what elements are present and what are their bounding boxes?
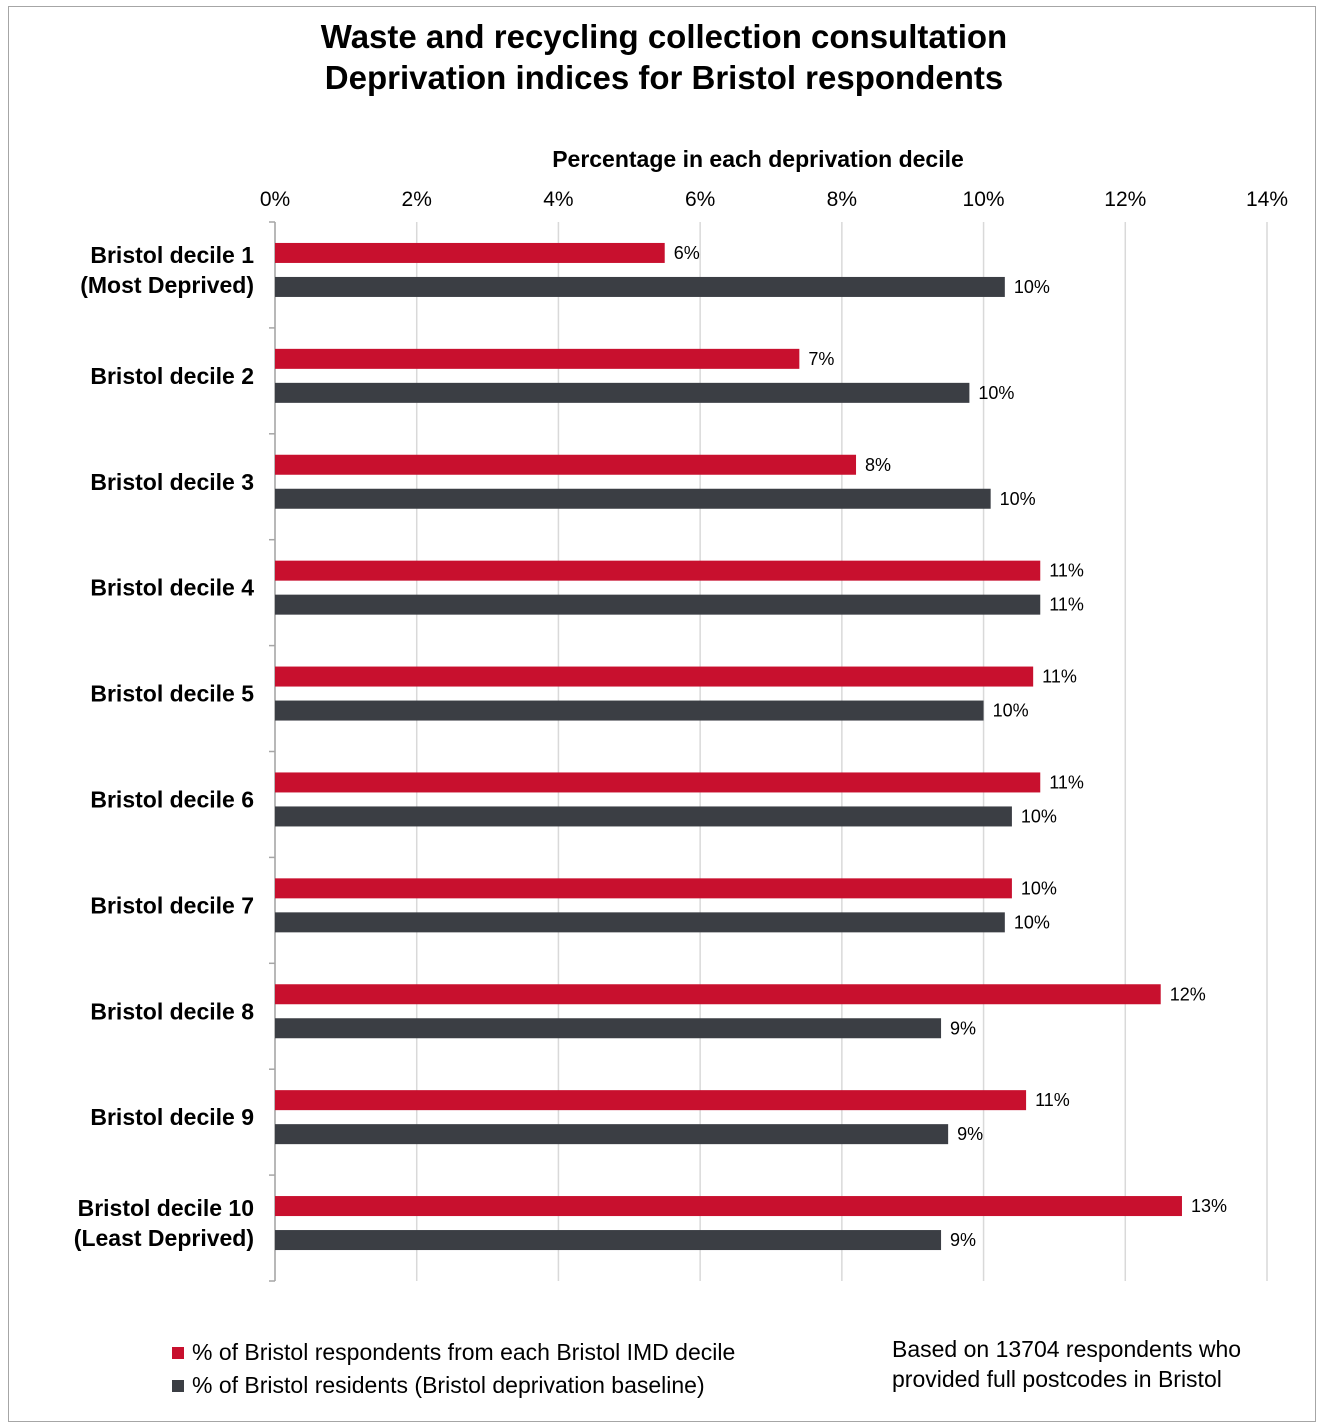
category-label: Bristol decile 10 bbox=[78, 1195, 254, 1221]
category-label: Bristol decile 6 bbox=[90, 786, 254, 812]
sample-note: Based on 13704 respondents who provided … bbox=[892, 1334, 1241, 1394]
category-label: (Least Deprived) bbox=[74, 1225, 254, 1251]
bar-residents bbox=[275, 1018, 942, 1039]
bar-respondents bbox=[275, 1196, 1182, 1217]
category-label: Bristol decile 9 bbox=[90, 1104, 254, 1130]
bar-respondents bbox=[275, 242, 665, 263]
x-tick-label: 4% bbox=[543, 188, 573, 211]
chart-subtitle: Deprivation indices for Bristol responde… bbox=[324, 59, 1004, 96]
data-label: 12% bbox=[1170, 984, 1206, 1004]
legend-item-residents: % of Bristol residents (Bristol deprivat… bbox=[172, 1369, 735, 1402]
data-label: 10% bbox=[1014, 912, 1050, 932]
legend: % of Bristol respondents from each Brist… bbox=[172, 1336, 735, 1402]
chart-title-block: Waste and recycling collection consultat… bbox=[0, 16, 1318, 98]
x-tick-labels: 0% 2% 4% 6% 8% 10% 12% 14% bbox=[260, 188, 1288, 211]
bars: 6% 10% 7% 10% 8% 10% 11% 11% 11% 10% 11% 10% 10% 10% 1… bbox=[275, 242, 1227, 1251]
x-axis-title: Percentage in each deprivation decile bbox=[552, 146, 964, 172]
bar-respondents bbox=[275, 772, 1041, 793]
data-label: 10% bbox=[1021, 878, 1057, 898]
data-label: 7% bbox=[808, 349, 834, 369]
category-label: Bristol decile 2 bbox=[90, 363, 254, 389]
bar-respondents bbox=[275, 878, 1012, 899]
bar-residents bbox=[275, 806, 1012, 827]
bar-respondents bbox=[275, 1090, 1027, 1111]
data-label: 13% bbox=[1191, 1196, 1227, 1216]
data-label: 10% bbox=[1000, 489, 1036, 509]
data-label: 11% bbox=[1042, 667, 1077, 687]
data-label: 10% bbox=[1021, 806, 1057, 826]
data-label: 9% bbox=[950, 1018, 976, 1038]
bar-respondents bbox=[275, 454, 857, 475]
bar-respondents bbox=[275, 560, 1041, 581]
category-label: (Most Deprived) bbox=[80, 272, 254, 298]
category-labels: Bristol decile 1 (Most Deprived) Bristol d… bbox=[74, 242, 254, 1251]
x-tick-label: 10% bbox=[963, 188, 1005, 211]
x-tick-label: 0% bbox=[260, 188, 290, 211]
category-label: Bristol decile 8 bbox=[90, 998, 254, 1024]
category-label: Bristol decile 5 bbox=[90, 681, 254, 707]
legend-swatch-respondents bbox=[172, 1346, 184, 1359]
category-label: Bristol decile 7 bbox=[90, 892, 254, 918]
bar-residents bbox=[275, 594, 1041, 615]
bar-residents bbox=[275, 382, 970, 403]
x-tick-label: 8% bbox=[827, 188, 857, 211]
data-label: 10% bbox=[1014, 277, 1050, 297]
legend-swatch-residents bbox=[172, 1379, 184, 1392]
x-tick-label: 12% bbox=[1104, 188, 1146, 211]
data-label: 11% bbox=[1035, 1090, 1070, 1110]
bar-residents bbox=[275, 276, 1005, 297]
legend-label-respondents: % of Bristol respondents from each Brist… bbox=[192, 1339, 736, 1365]
category-label: Bristol decile 3 bbox=[90, 469, 254, 495]
chart-frame bbox=[8, 6, 1316, 1422]
data-label: 11% bbox=[1049, 772, 1084, 792]
legend-item-respondents: % of Bristol respondents from each Brist… bbox=[172, 1336, 735, 1369]
gridlines bbox=[269, 221, 1268, 1282]
bar-respondents bbox=[275, 666, 1034, 687]
bar-respondents bbox=[275, 984, 1161, 1005]
data-label: 6% bbox=[674, 243, 700, 263]
data-label: 11% bbox=[1049, 561, 1084, 581]
legend-label-residents: % of Bristol residents (Bristol deprivat… bbox=[192, 1372, 705, 1398]
bar-residents bbox=[275, 488, 991, 509]
data-label: 9% bbox=[950, 1230, 976, 1250]
data-label: 10% bbox=[993, 701, 1029, 721]
data-label: 10% bbox=[978, 383, 1014, 403]
category-label: Bristol decile 1 bbox=[90, 242, 254, 268]
bar-residents bbox=[275, 1230, 942, 1251]
data-label: 11% bbox=[1049, 595, 1084, 615]
data-label: 9% bbox=[957, 1124, 983, 1144]
x-tick-label: 6% bbox=[685, 188, 715, 211]
bar-residents bbox=[275, 1124, 949, 1145]
bar-respondents bbox=[275, 348, 800, 369]
category-label: Bristol decile 4 bbox=[90, 575, 254, 601]
sample-note-line-2: provided full postcodes in Bristol bbox=[892, 1366, 1222, 1392]
data-label: 8% bbox=[865, 455, 891, 475]
chart-title: Waste and recycling collection consultat… bbox=[320, 18, 1008, 55]
sample-note-line-1: Based on 13704 respondents who bbox=[892, 1336, 1242, 1362]
bar-residents bbox=[275, 700, 984, 721]
bar-residents bbox=[275, 912, 1005, 933]
x-tick-label: 14% bbox=[1246, 188, 1288, 211]
x-tick-label: 2% bbox=[402, 188, 432, 211]
